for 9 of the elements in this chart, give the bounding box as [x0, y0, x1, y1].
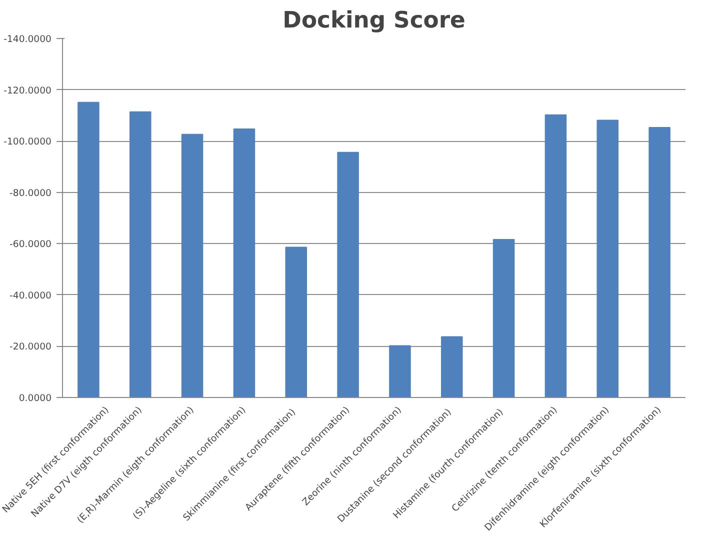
y-tick-label: -140.0000	[4, 34, 52, 45]
y-tick-label: -40.0000	[10, 290, 52, 302]
y-tick-label: -60.0000	[10, 239, 52, 250]
y-tick-label: -120.0000	[4, 85, 52, 96]
chart-title: Docking Score	[282, 8, 466, 34]
y-tick-label: 0.0000	[18, 393, 52, 404]
y-tick-label: -80.0000	[10, 188, 52, 199]
y-tick-label: -100.0000	[4, 136, 52, 148]
y-tick-label: -20.0000	[10, 342, 52, 353]
